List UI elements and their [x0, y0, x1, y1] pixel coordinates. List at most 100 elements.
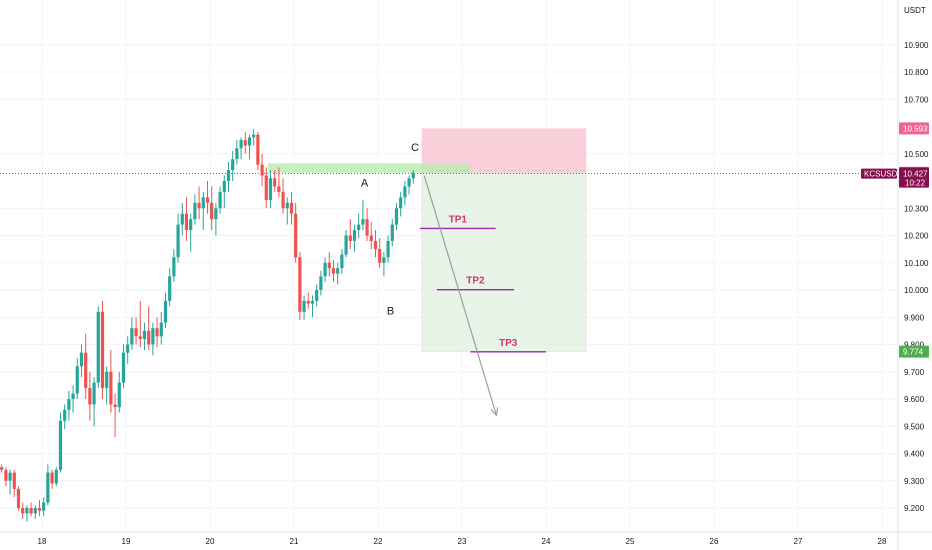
candle [247, 134, 252, 160]
candle [298, 251, 302, 320]
last-price-badge [899, 167, 929, 188]
candle-body [348, 235, 352, 241]
candle-body [373, 240, 378, 250]
candle-body [273, 178, 277, 187]
candle-body [369, 235, 373, 241]
candle [37, 499, 42, 517]
candle-body [63, 409, 67, 421]
candle-body [277, 186, 281, 192]
price-axis-currency: USDT [904, 6, 926, 15]
candle-body [142, 330, 147, 340]
candle-body [193, 202, 197, 220]
candle-countdown: 10:22 [905, 179, 926, 188]
candle [218, 186, 222, 214]
candle [231, 151, 235, 181]
x-tick-label-8: 26 [710, 537, 719, 546]
candle-body [100, 311, 105, 389]
candle [365, 208, 369, 241]
wave-label-a: A [361, 177, 369, 189]
candle-body [352, 230, 357, 241]
candle [79, 344, 84, 378]
candle-body [109, 371, 113, 405]
candle-body [327, 262, 331, 269]
candle-body [96, 311, 100, 383]
candle [151, 322, 155, 356]
candle-body [344, 235, 348, 255]
candle-body [42, 502, 46, 511]
candle-body [323, 262, 327, 277]
candle [8, 469, 12, 495]
zone-layer [0, 128, 898, 352]
x-tick-label-9: 27 [794, 537, 803, 546]
candle [121, 344, 126, 389]
candle [222, 175, 226, 209]
tp-label-3: TP3 [499, 338, 518, 349]
candle [352, 224, 357, 252]
candle-body [231, 159, 235, 171]
y-tick-label-13: 9.400 [904, 450, 925, 459]
candle-body [159, 322, 163, 337]
candle-body [331, 268, 336, 274]
candle [197, 186, 201, 220]
candle [54, 467, 58, 487]
candle [16, 486, 21, 511]
candle-body [289, 202, 294, 214]
candle-body [294, 213, 298, 258]
candle [105, 366, 109, 405]
candle [163, 292, 168, 329]
candle-body [243, 140, 247, 146]
candle [243, 131, 247, 154]
candle-body [302, 300, 306, 312]
candle-body [197, 202, 201, 209]
candle-body [336, 268, 340, 274]
candle-body [50, 472, 54, 484]
candle [168, 268, 172, 307]
overlay-layer: TP1 TP2 TP3 A B C [361, 142, 546, 417]
candle-body [226, 170, 231, 181]
candle [256, 131, 260, 171]
candle [88, 371, 92, 421]
candle [193, 194, 197, 225]
candle [264, 167, 268, 209]
candle [84, 333, 88, 399]
y-tick-label-10: 9.700 [904, 368, 925, 377]
x-tick-label-10: 28 [878, 537, 887, 546]
y-tick-label-14: 9.300 [904, 477, 925, 486]
candle [390, 219, 394, 247]
candle-body [33, 508, 37, 514]
candle-body [168, 276, 172, 301]
candle [25, 505, 29, 522]
candle-body [54, 469, 58, 484]
candle [180, 202, 184, 236]
candle-body [210, 202, 214, 220]
candle-body [151, 328, 155, 345]
candle [306, 292, 310, 310]
candle [226, 161, 231, 192]
candle [252, 129, 256, 146]
wave-label-c: C [411, 142, 419, 154]
candle [369, 221, 373, 250]
y-tick-label-1: 10.800 [904, 68, 929, 77]
candle [92, 377, 96, 427]
candle-body [411, 172, 415, 179]
x-tick-label-6: 24 [542, 537, 551, 546]
candle-body [386, 240, 390, 258]
y-tick-label-6: 10.100 [904, 259, 929, 268]
price-badge-target [899, 345, 929, 358]
candle-body [399, 197, 403, 209]
candle [117, 371, 121, 413]
candle-body [46, 472, 50, 503]
candle-body [407, 178, 411, 187]
candle [344, 230, 348, 258]
candle [394, 202, 399, 231]
candle-body [113, 404, 117, 408]
candle-body [105, 371, 109, 389]
candle-body [134, 328, 138, 337]
candle-body [365, 219, 369, 236]
resistance-zone [267, 163, 471, 173]
candle-body [16, 488, 21, 508]
candle-body [21, 508, 25, 514]
